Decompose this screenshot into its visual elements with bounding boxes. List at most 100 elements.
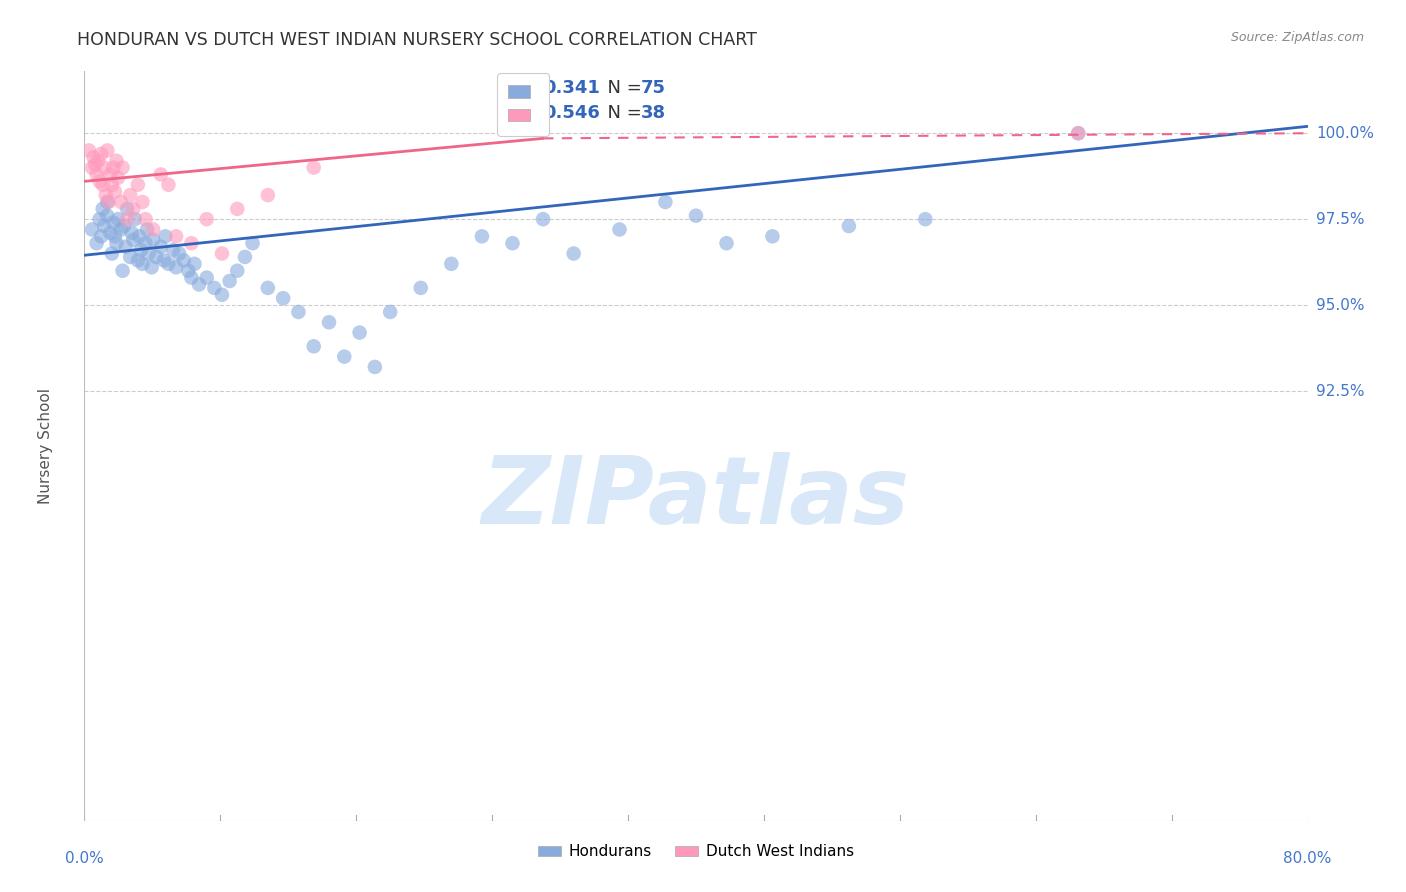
- Point: [271, 291, 294, 305]
- Point: [93, 219, 115, 233]
- Text: Nursery School: Nursery School: [38, 388, 52, 504]
- Text: 92.5%: 92.5%: [1316, 384, 1364, 399]
- Point: [131, 257, 153, 271]
- Point: [96, 194, 118, 209]
- Point: [195, 212, 218, 227]
- Point: [914, 212, 936, 227]
- Point: [80, 161, 103, 175]
- Point: [167, 246, 190, 260]
- Point: [242, 236, 264, 251]
- Point: [142, 222, 165, 236]
- Point: [89, 212, 111, 227]
- Point: [98, 168, 121, 182]
- Point: [124, 212, 146, 227]
- Point: [127, 178, 149, 192]
- Point: [103, 216, 125, 230]
- Point: [110, 222, 132, 236]
- Point: [97, 194, 120, 209]
- Point: [141, 260, 163, 275]
- Point: [471, 229, 494, 244]
- Point: [91, 178, 114, 192]
- Point: [89, 174, 111, 188]
- Point: [120, 250, 142, 264]
- Point: [1067, 126, 1090, 140]
- Text: R =: R =: [506, 104, 546, 122]
- Point: [80, 222, 103, 236]
- Text: 0.341: 0.341: [543, 78, 600, 97]
- Point: [153, 253, 176, 268]
- Point: [112, 219, 135, 233]
- Point: [149, 240, 172, 254]
- Point: [302, 161, 325, 175]
- Point: [107, 212, 129, 227]
- Point: [135, 212, 157, 227]
- Point: [103, 161, 125, 175]
- Point: [609, 222, 631, 236]
- Text: 0.546: 0.546: [543, 104, 600, 122]
- Point: [180, 236, 202, 251]
- Point: [202, 281, 225, 295]
- Point: [145, 250, 167, 264]
- Point: [98, 226, 121, 240]
- Point: [211, 246, 233, 260]
- Point: [157, 257, 180, 271]
- Point: [716, 236, 738, 251]
- Text: HONDURAN VS DUTCH WEST INDIAN NURSERY SCHOOL CORRELATION CHART: HONDURAN VS DUTCH WEST INDIAN NURSERY SC…: [77, 31, 758, 49]
- Text: 80.0%: 80.0%: [1284, 851, 1331, 866]
- Text: 0.0%: 0.0%: [65, 851, 104, 866]
- Point: [173, 253, 195, 268]
- Point: [131, 194, 153, 209]
- Point: [128, 229, 150, 244]
- Point: [531, 212, 554, 227]
- Point: [136, 222, 159, 236]
- Point: [122, 233, 145, 247]
- Point: [90, 146, 112, 161]
- Point: [177, 263, 200, 277]
- Point: [129, 243, 152, 257]
- Point: [685, 209, 707, 223]
- Point: [96, 209, 118, 223]
- Point: [183, 257, 205, 271]
- Point: [77, 144, 100, 158]
- Point: [107, 170, 129, 185]
- Point: [838, 219, 860, 233]
- Point: [257, 281, 280, 295]
- Point: [90, 229, 112, 244]
- Legend: Hondurans, Dutch West Indians: Hondurans, Dutch West Indians: [531, 838, 860, 865]
- Point: [654, 194, 676, 209]
- Point: [165, 229, 187, 244]
- Point: [761, 229, 783, 244]
- Point: [349, 326, 371, 340]
- Point: [105, 236, 128, 251]
- Text: N =: N =: [596, 104, 647, 122]
- Point: [180, 270, 202, 285]
- Text: Source: ZipAtlas.com: Source: ZipAtlas.com: [1230, 31, 1364, 45]
- Point: [104, 185, 127, 199]
- Point: [122, 202, 145, 216]
- Point: [127, 253, 149, 268]
- Point: [114, 240, 136, 254]
- Point: [105, 153, 128, 168]
- Point: [101, 178, 124, 192]
- Point: [409, 281, 432, 295]
- Point: [211, 287, 233, 301]
- Point: [380, 305, 402, 319]
- Point: [86, 168, 108, 182]
- Point: [287, 305, 309, 319]
- Point: [162, 243, 184, 257]
- Point: [83, 150, 105, 164]
- Point: [115, 212, 138, 227]
- Point: [233, 250, 256, 264]
- Point: [91, 202, 114, 216]
- Point: [111, 161, 134, 175]
- Point: [257, 188, 280, 202]
- Text: 38: 38: [641, 104, 666, 122]
- Point: [87, 153, 110, 168]
- Text: 75: 75: [641, 78, 666, 97]
- Text: R =: R =: [506, 78, 546, 97]
- Text: ZIPatlas: ZIPatlas: [482, 452, 910, 544]
- Point: [195, 270, 218, 285]
- Point: [104, 229, 127, 244]
- Point: [110, 194, 132, 209]
- Point: [111, 263, 134, 277]
